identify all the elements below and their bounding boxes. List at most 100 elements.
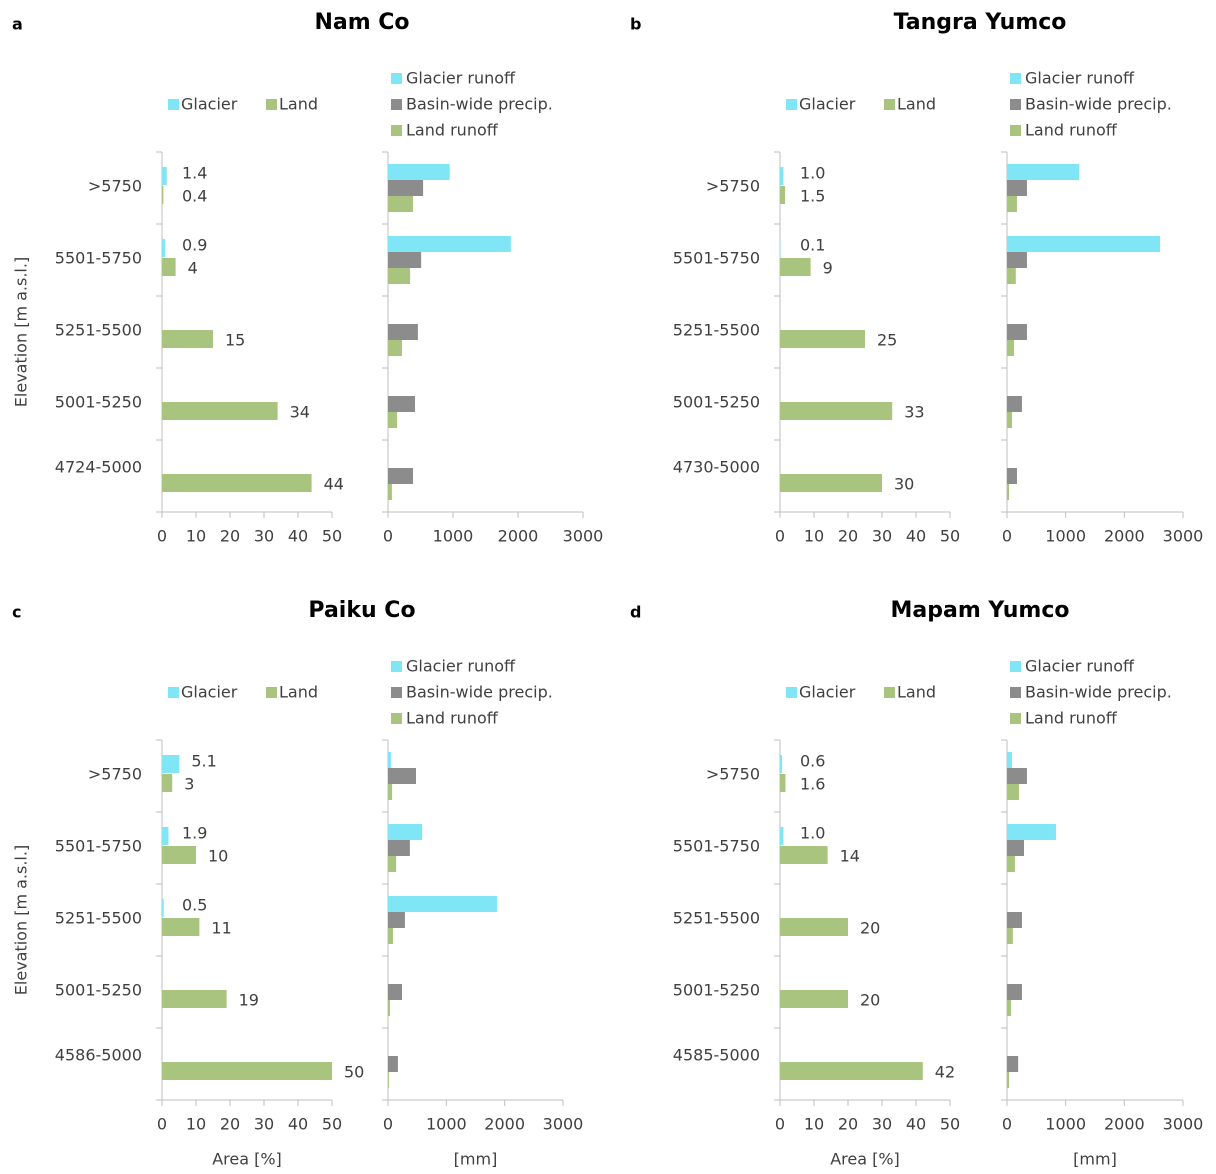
- bar: [162, 239, 166, 257]
- data-label: 4: [188, 259, 198, 278]
- panel-label: b: [630, 15, 641, 34]
- data-label: 0.1: [800, 236, 825, 255]
- legend-swatch: [1010, 73, 1021, 84]
- legend-label: Land: [897, 683, 936, 702]
- bar: [1007, 196, 1017, 212]
- x-tick-label: 0: [775, 1115, 785, 1134]
- legend-label: Glacier runoff: [1025, 69, 1135, 88]
- y-tick-label: >5750: [706, 177, 760, 196]
- x-tick-label: 20: [220, 1115, 240, 1134]
- y-tick-label: 5501-5750: [673, 249, 760, 268]
- bar: [780, 402, 893, 420]
- data-label: 1.5: [800, 187, 825, 206]
- bar: [388, 236, 511, 252]
- bar: [1007, 768, 1027, 784]
- bar: [1007, 856, 1015, 872]
- y-tick-label: >5750: [88, 177, 142, 196]
- bar: [162, 755, 180, 773]
- bar: [388, 856, 397, 872]
- legend-swatch: [1010, 713, 1021, 724]
- chart-title: Mapam Yumco: [891, 598, 1070, 623]
- data-label: 1.0: [800, 824, 825, 843]
- data-label: 20: [860, 919, 880, 938]
- bar: [388, 412, 398, 428]
- bar: [388, 1000, 391, 1016]
- data-label: 42: [935, 1063, 955, 1082]
- bar: [388, 396, 415, 412]
- legend-swatch: [1010, 125, 1021, 136]
- y-tick-label: 5501-5750: [55, 249, 142, 268]
- x-tick-label: 3000: [563, 527, 604, 546]
- legend-label: Basin-wide precip.: [406, 95, 553, 114]
- bar: [162, 330, 213, 348]
- chart-title: Nam Co: [314, 10, 409, 35]
- legend-swatch: [884, 99, 895, 110]
- data-label: 1.0: [800, 164, 825, 183]
- data-label: 15: [225, 331, 245, 350]
- data-label: 25: [877, 331, 897, 350]
- x-tick-label: 2000: [484, 1115, 525, 1134]
- legend-label: Land runoff: [406, 121, 499, 140]
- x-tick-label: 30: [254, 527, 274, 546]
- x-tick-label: 50: [940, 1115, 960, 1134]
- bar: [388, 928, 393, 944]
- x-tick-label: 40: [288, 1115, 308, 1134]
- legend-label: Basin-wide precip.: [1025, 95, 1172, 114]
- x-tick-label: 3000: [1163, 527, 1204, 546]
- x-tick-label: 40: [288, 527, 308, 546]
- legend-swatch: [168, 687, 179, 698]
- data-label: 50: [344, 1063, 364, 1082]
- bar: [388, 324, 418, 340]
- bar: [780, 167, 784, 185]
- data-label: 0.5: [182, 896, 207, 915]
- data-label: 30: [894, 475, 914, 494]
- legend-swatch: [1010, 687, 1021, 698]
- data-label: 14: [840, 847, 860, 866]
- chart-title: Tangra Yumco: [894, 10, 1067, 35]
- bar: [162, 258, 176, 276]
- y-tick-label: 4730-5000: [673, 458, 760, 477]
- bar: [1007, 824, 1056, 840]
- bar: [162, 846, 196, 864]
- legend-swatch: [391, 687, 402, 698]
- x-tick-label: 1000: [426, 1115, 467, 1134]
- bar: [388, 768, 416, 784]
- x-tick-label: 1000: [433, 527, 474, 546]
- bar: [388, 752, 391, 768]
- legend-swatch: [391, 99, 402, 110]
- data-label: 0.9: [182, 236, 207, 255]
- bar: [162, 474, 312, 492]
- bar: [1007, 784, 1020, 800]
- y-tick-label: 5251-5500: [55, 909, 142, 928]
- x-tick-label: 50: [940, 527, 960, 546]
- legend-swatch: [391, 713, 402, 724]
- x-axis-label: Area [%]: [212, 1150, 282, 1169]
- bar: [162, 186, 164, 204]
- x-tick-label: 30: [872, 1115, 892, 1134]
- x-axis-label: [mm]: [454, 1150, 498, 1169]
- bar: [1007, 840, 1025, 856]
- bar: [1007, 252, 1027, 268]
- data-label: 33: [904, 403, 924, 422]
- legend-swatch: [1010, 661, 1021, 672]
- bar: [780, 827, 784, 845]
- y-tick-label: >5750: [706, 765, 760, 784]
- bar: [780, 186, 786, 204]
- bar: [1007, 912, 1022, 928]
- legend-label: Glacier runoff: [406, 69, 516, 88]
- y-tick-label: 5001-5250: [55, 393, 142, 412]
- x-tick-label: 10: [804, 1115, 824, 1134]
- x-tick-label: 2000: [1104, 527, 1145, 546]
- bar: [388, 912, 405, 928]
- legend-label: Glacier: [181, 683, 238, 702]
- legend-label: Land: [279, 683, 318, 702]
- y-tick-label: 5501-5750: [55, 837, 142, 856]
- bar: [162, 167, 167, 185]
- data-label: 11: [211, 919, 231, 938]
- bar: [388, 252, 422, 268]
- bar: [162, 827, 169, 845]
- data-label: 1.9: [182, 824, 207, 843]
- bar: [780, 258, 811, 276]
- x-tick-label: 0: [383, 1115, 393, 1134]
- legend-swatch: [266, 99, 277, 110]
